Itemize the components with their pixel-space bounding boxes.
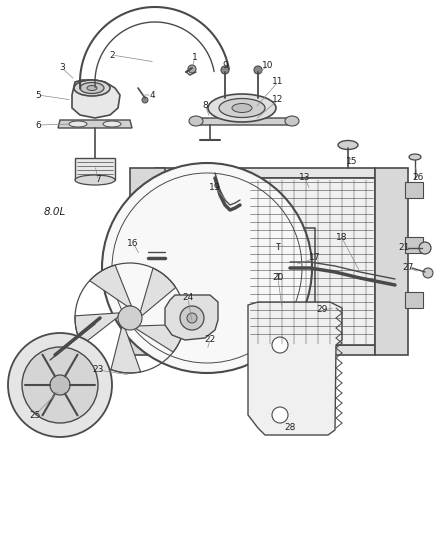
Ellipse shape xyxy=(219,99,265,117)
Circle shape xyxy=(287,246,293,251)
Text: 20: 20 xyxy=(272,273,284,282)
Text: 5: 5 xyxy=(35,91,41,100)
Polygon shape xyxy=(72,80,120,118)
Polygon shape xyxy=(196,118,292,125)
Text: 12: 12 xyxy=(272,95,284,104)
Ellipse shape xyxy=(285,116,299,126)
Circle shape xyxy=(102,163,312,373)
Polygon shape xyxy=(155,345,375,355)
Circle shape xyxy=(272,407,288,423)
Text: T: T xyxy=(276,244,280,253)
Circle shape xyxy=(142,97,148,103)
Ellipse shape xyxy=(80,83,104,93)
Polygon shape xyxy=(248,302,342,435)
Bar xyxy=(405,292,423,308)
Bar xyxy=(405,237,423,253)
Ellipse shape xyxy=(189,116,203,126)
Polygon shape xyxy=(130,168,165,355)
Text: 25: 25 xyxy=(29,410,41,419)
Text: 16: 16 xyxy=(127,238,139,247)
Bar xyxy=(248,178,375,345)
Text: 18: 18 xyxy=(336,233,348,243)
Circle shape xyxy=(118,306,142,330)
Text: 19: 19 xyxy=(209,183,221,192)
Text: 28: 28 xyxy=(284,424,296,432)
Ellipse shape xyxy=(232,103,252,112)
Circle shape xyxy=(8,333,112,437)
Ellipse shape xyxy=(87,85,97,91)
Circle shape xyxy=(187,313,197,323)
Polygon shape xyxy=(75,313,119,345)
Bar xyxy=(405,182,423,198)
Text: 2: 2 xyxy=(109,51,115,60)
Ellipse shape xyxy=(338,141,358,149)
Text: 6: 6 xyxy=(35,120,41,130)
Text: 29: 29 xyxy=(316,305,328,314)
Text: 10: 10 xyxy=(262,61,274,69)
Polygon shape xyxy=(90,265,131,306)
Polygon shape xyxy=(140,268,176,316)
Polygon shape xyxy=(165,295,218,340)
Text: 8.0L: 8.0L xyxy=(44,207,66,217)
Circle shape xyxy=(221,66,229,74)
Text: 27: 27 xyxy=(403,263,413,272)
Circle shape xyxy=(254,66,262,74)
Text: 22: 22 xyxy=(205,335,215,344)
Polygon shape xyxy=(155,168,375,178)
Ellipse shape xyxy=(74,80,110,96)
Circle shape xyxy=(419,242,431,254)
Ellipse shape xyxy=(208,94,276,122)
Text: 13: 13 xyxy=(299,174,311,182)
Circle shape xyxy=(423,268,433,278)
Polygon shape xyxy=(136,325,185,352)
Ellipse shape xyxy=(69,121,87,127)
Polygon shape xyxy=(111,327,141,373)
Ellipse shape xyxy=(103,121,121,127)
Text: 4: 4 xyxy=(149,91,155,100)
Text: 9: 9 xyxy=(222,61,228,69)
Text: 23: 23 xyxy=(92,366,104,375)
Bar xyxy=(75,158,115,180)
Bar xyxy=(270,295,282,307)
Text: 17: 17 xyxy=(309,254,321,262)
Text: 15: 15 xyxy=(346,157,358,166)
Bar xyxy=(260,228,315,333)
Ellipse shape xyxy=(409,154,421,160)
Text: T: T xyxy=(276,273,280,282)
Polygon shape xyxy=(58,120,132,128)
Circle shape xyxy=(180,306,204,330)
Circle shape xyxy=(50,375,70,395)
Circle shape xyxy=(287,276,293,280)
Text: 7: 7 xyxy=(95,175,101,184)
Text: 3: 3 xyxy=(59,63,65,72)
Text: 8: 8 xyxy=(202,101,208,109)
Polygon shape xyxy=(375,168,408,355)
Text: 1: 1 xyxy=(192,53,198,62)
Bar xyxy=(165,178,248,345)
Text: 24: 24 xyxy=(182,294,194,303)
Text: 26: 26 xyxy=(412,174,424,182)
Text: 11: 11 xyxy=(272,77,284,86)
Circle shape xyxy=(22,347,98,423)
Ellipse shape xyxy=(75,175,115,185)
Text: 21: 21 xyxy=(398,244,410,253)
Circle shape xyxy=(272,337,288,353)
Circle shape xyxy=(188,65,196,73)
Bar xyxy=(125,248,141,262)
